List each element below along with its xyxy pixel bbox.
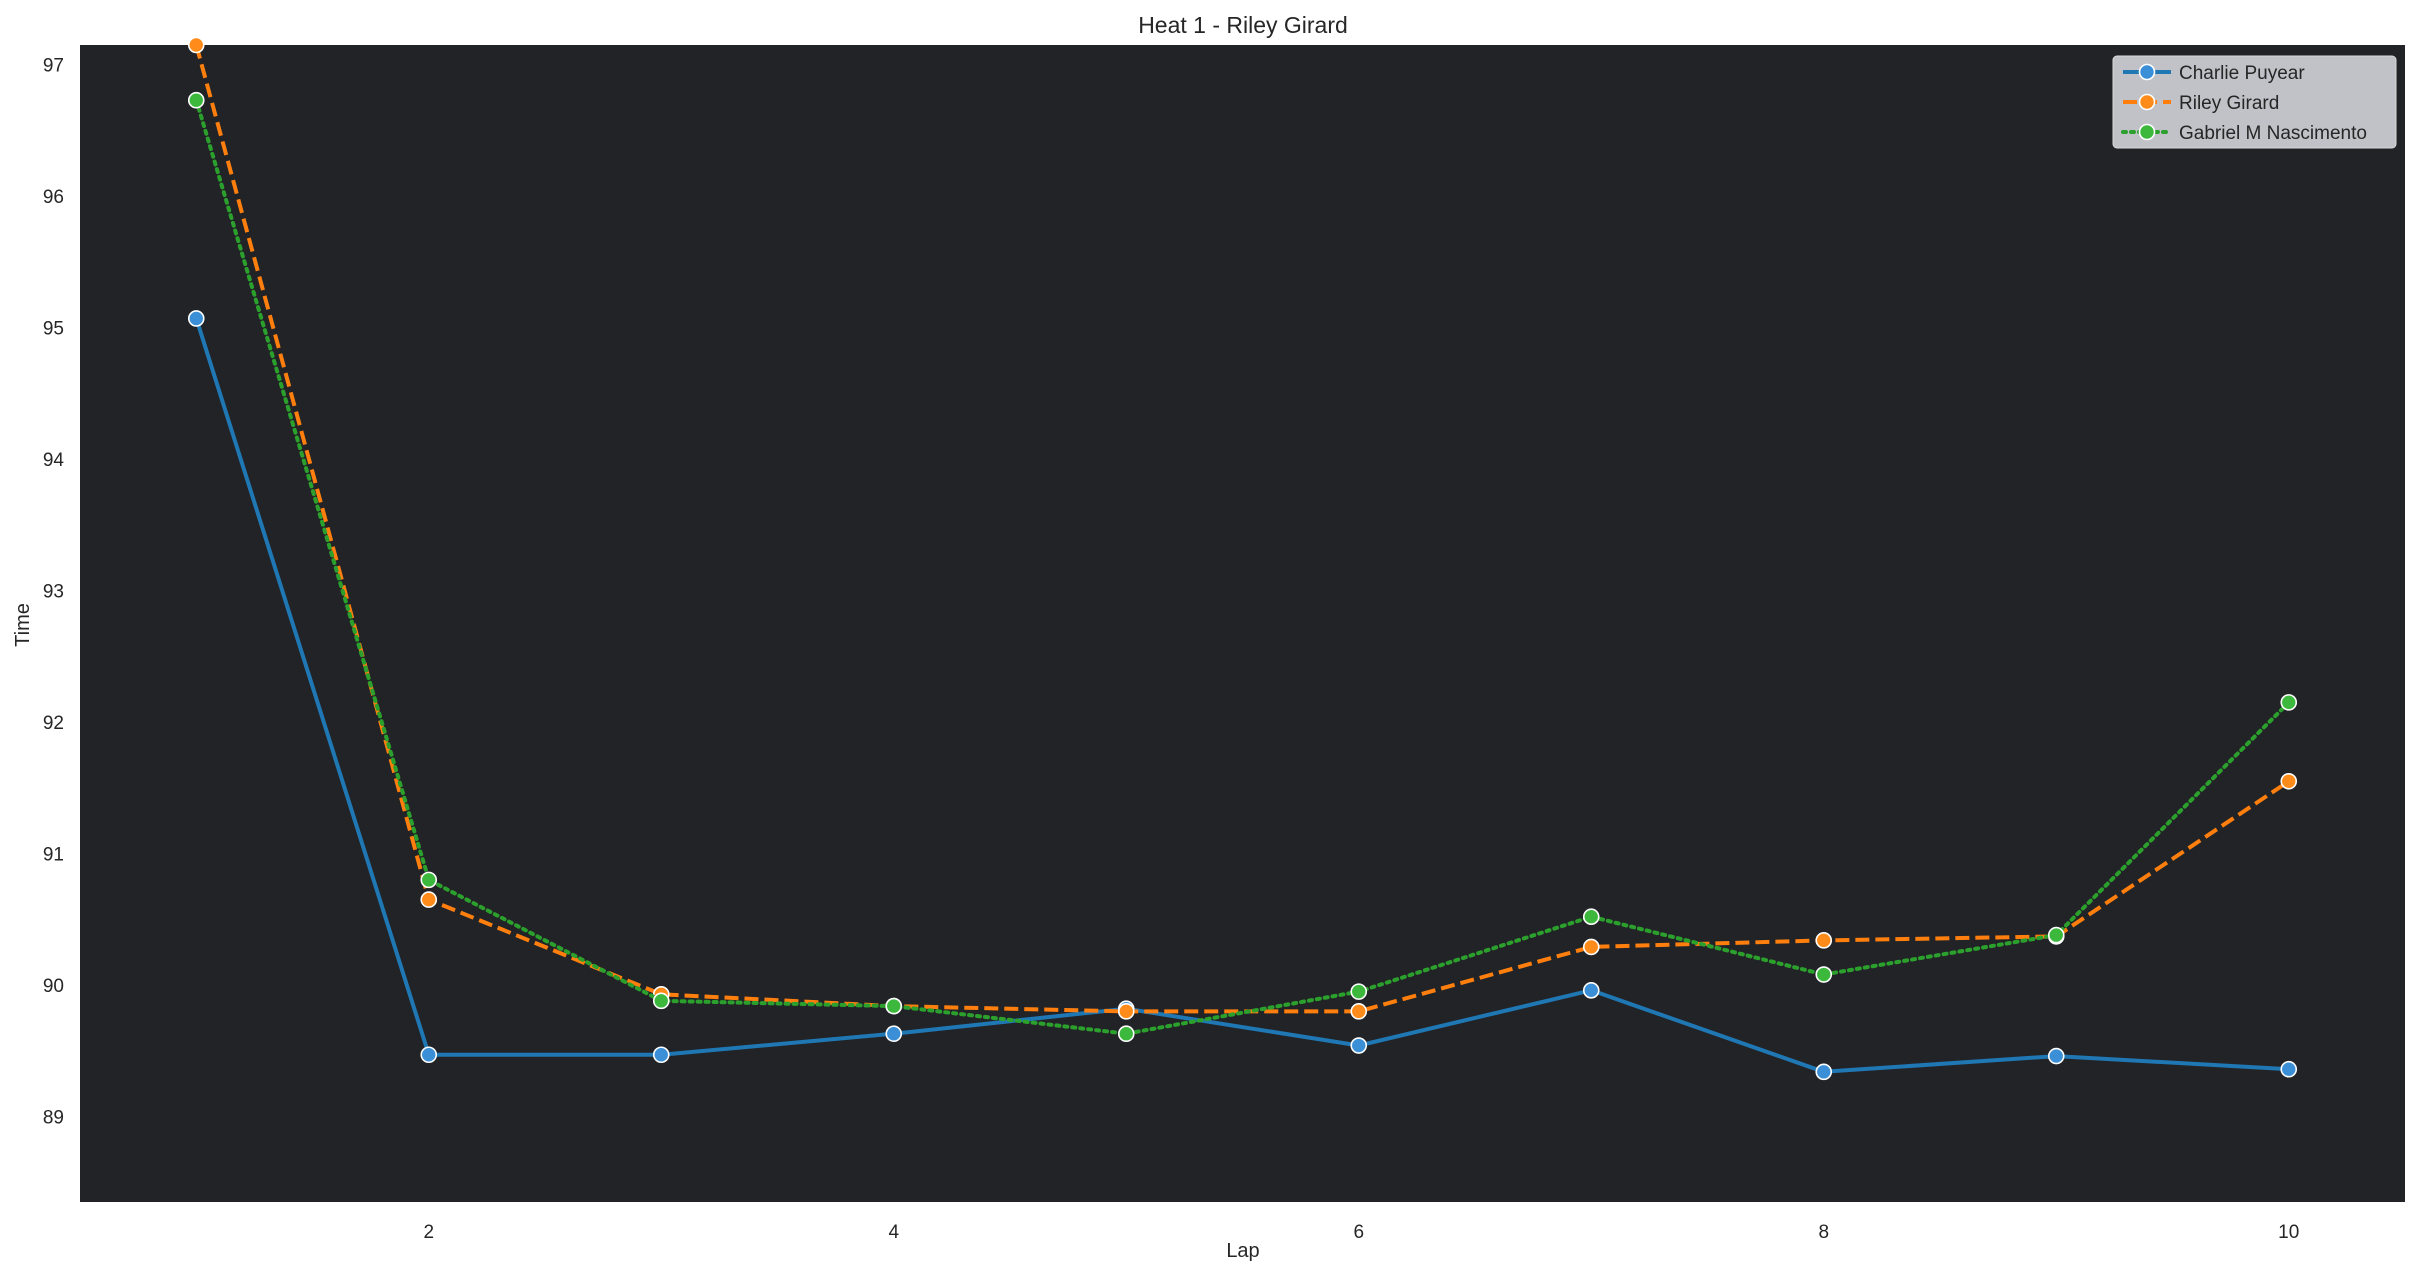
data-point xyxy=(1815,966,1833,983)
data-point xyxy=(1582,908,1600,925)
data-point xyxy=(1815,1063,1833,1081)
y-axis-title: Time xyxy=(12,603,34,647)
legend-entry: Gabriel M Nascimento xyxy=(2121,123,2367,144)
data-point xyxy=(2280,694,2298,711)
series-3 xyxy=(187,91,2298,1043)
data-point xyxy=(187,310,205,327)
x-tick-label: 4 xyxy=(888,1222,899,1243)
y-tick-label: 92 xyxy=(43,713,64,734)
data-point xyxy=(420,891,438,908)
y-tick-label: 93 xyxy=(43,582,64,603)
legend-entry: Riley Girard xyxy=(2123,93,2279,114)
legend-marker xyxy=(2138,63,2156,81)
series-line xyxy=(194,44,2290,1014)
x-axis-title: Lap xyxy=(1226,1240,1259,1262)
series-1 xyxy=(187,310,2298,1081)
x-axis: 2 4 6 8 10 xyxy=(423,1222,2299,1243)
data-point xyxy=(1582,982,1600,999)
y-tick-label: 94 xyxy=(43,450,65,471)
y-axis: 89 90 91 92 93 94 95 96 97 xyxy=(43,56,65,1129)
x-tick-label: 8 xyxy=(1818,1222,1829,1243)
chart-title: Heat 1 - Riley Girard xyxy=(1138,12,1348,38)
data-point xyxy=(2047,1047,2065,1065)
data-point xyxy=(2280,1060,2298,1078)
legend-label: Gabriel M Nascimento xyxy=(2179,123,2367,144)
legend-entry: Charlie Puyear xyxy=(2123,63,2305,84)
data-point xyxy=(1350,1037,1368,1054)
legend: Charlie Puyear Riley Girard Gabriel M Nasc… xyxy=(2112,55,2397,149)
data-point xyxy=(885,997,903,1015)
legend-label: Riley Girard xyxy=(2179,93,2279,114)
x-tick-label: 6 xyxy=(1353,1222,1364,1243)
x-tick-label: 2 xyxy=(423,1222,434,1243)
data-point xyxy=(1117,1025,1135,1043)
legend-label: Charlie Puyear xyxy=(2179,63,2305,84)
data-point xyxy=(885,1025,903,1043)
data-point xyxy=(1117,1003,1135,1020)
data-point xyxy=(2280,772,2298,790)
series-line xyxy=(194,98,2291,1036)
y-tick-label: 90 xyxy=(43,976,64,997)
data-point xyxy=(1350,983,1368,1000)
y-tick-label: 89 xyxy=(43,1108,64,1129)
data-point xyxy=(652,1046,670,1064)
y-tick-label: 96 xyxy=(43,187,64,208)
y-tick-label: 95 xyxy=(43,319,64,340)
data-point xyxy=(1815,932,1833,949)
y-tick-label: 91 xyxy=(43,845,64,866)
series-group xyxy=(187,37,2298,1081)
y-tick-label: 97 xyxy=(43,56,64,77)
legend-box xyxy=(2112,55,2397,149)
data-point xyxy=(420,1046,438,1064)
series-line xyxy=(194,317,2289,1074)
data-point xyxy=(1582,938,1600,956)
data-point xyxy=(187,37,205,54)
data-point xyxy=(1350,1003,1368,1020)
legend-marker xyxy=(2138,93,2156,111)
legend-marker xyxy=(2138,123,2156,141)
data-point xyxy=(420,871,438,889)
data-point xyxy=(187,91,205,109)
data-point xyxy=(2047,926,2065,944)
plot-area xyxy=(80,45,2405,1202)
data-point xyxy=(652,992,670,1010)
x-tick-label: 10 xyxy=(2278,1222,2299,1243)
